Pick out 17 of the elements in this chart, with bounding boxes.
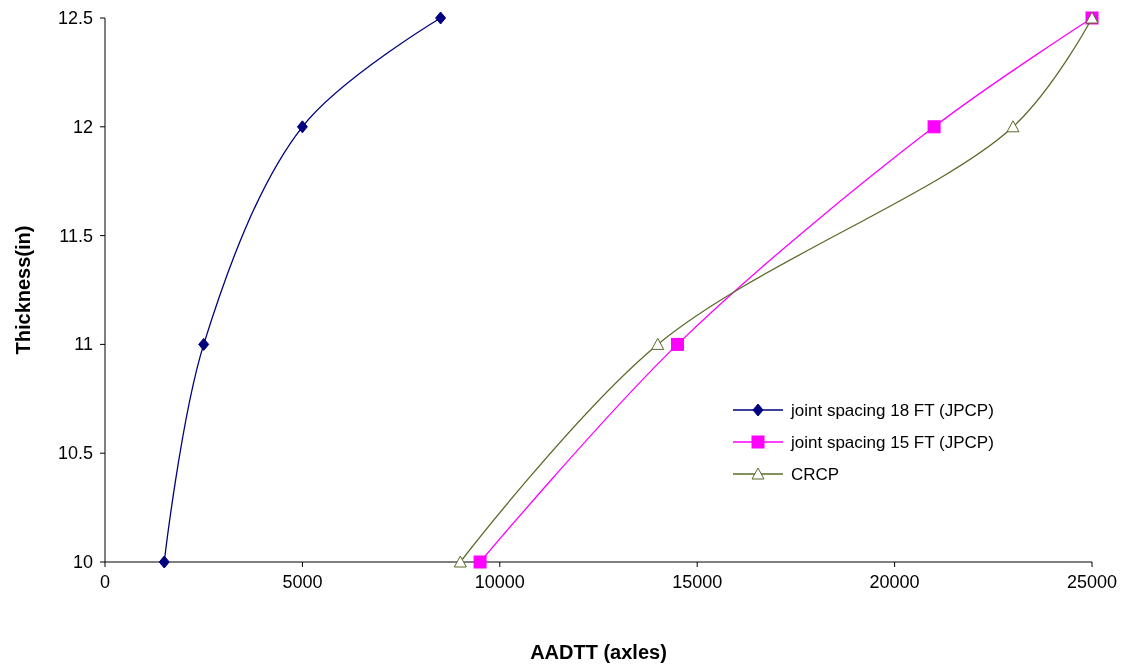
y-tick-label: 12.5 [57,8,93,28]
x-tick-label: 10000 [474,572,525,592]
legend-label: joint spacing 15 FT (JPCP) [790,433,994,452]
x-tick-label: 25000 [1066,572,1118,592]
legend-label: CRCP [791,465,840,484]
x-tick-label: 5000 [282,572,323,592]
y-tick-label: 11 [74,334,93,355]
x-tick-label: 15000 [672,572,723,592]
x-tick-label: 0 [99,572,111,592]
y-tick-label: 10 [72,552,93,572]
y-tick-label: 11.5 [59,225,93,246]
y-tick-label: 10.5 [57,443,93,464]
y-tick-label: 12 [72,116,93,137]
x-axis-title: AADTT (axles) [530,641,667,663]
x-tick-label: 20000 [869,572,920,592]
y-axis-title: Thickness(in) [12,225,34,355]
legend-label: joint spacing 18 FT (JPCP) [790,401,994,420]
